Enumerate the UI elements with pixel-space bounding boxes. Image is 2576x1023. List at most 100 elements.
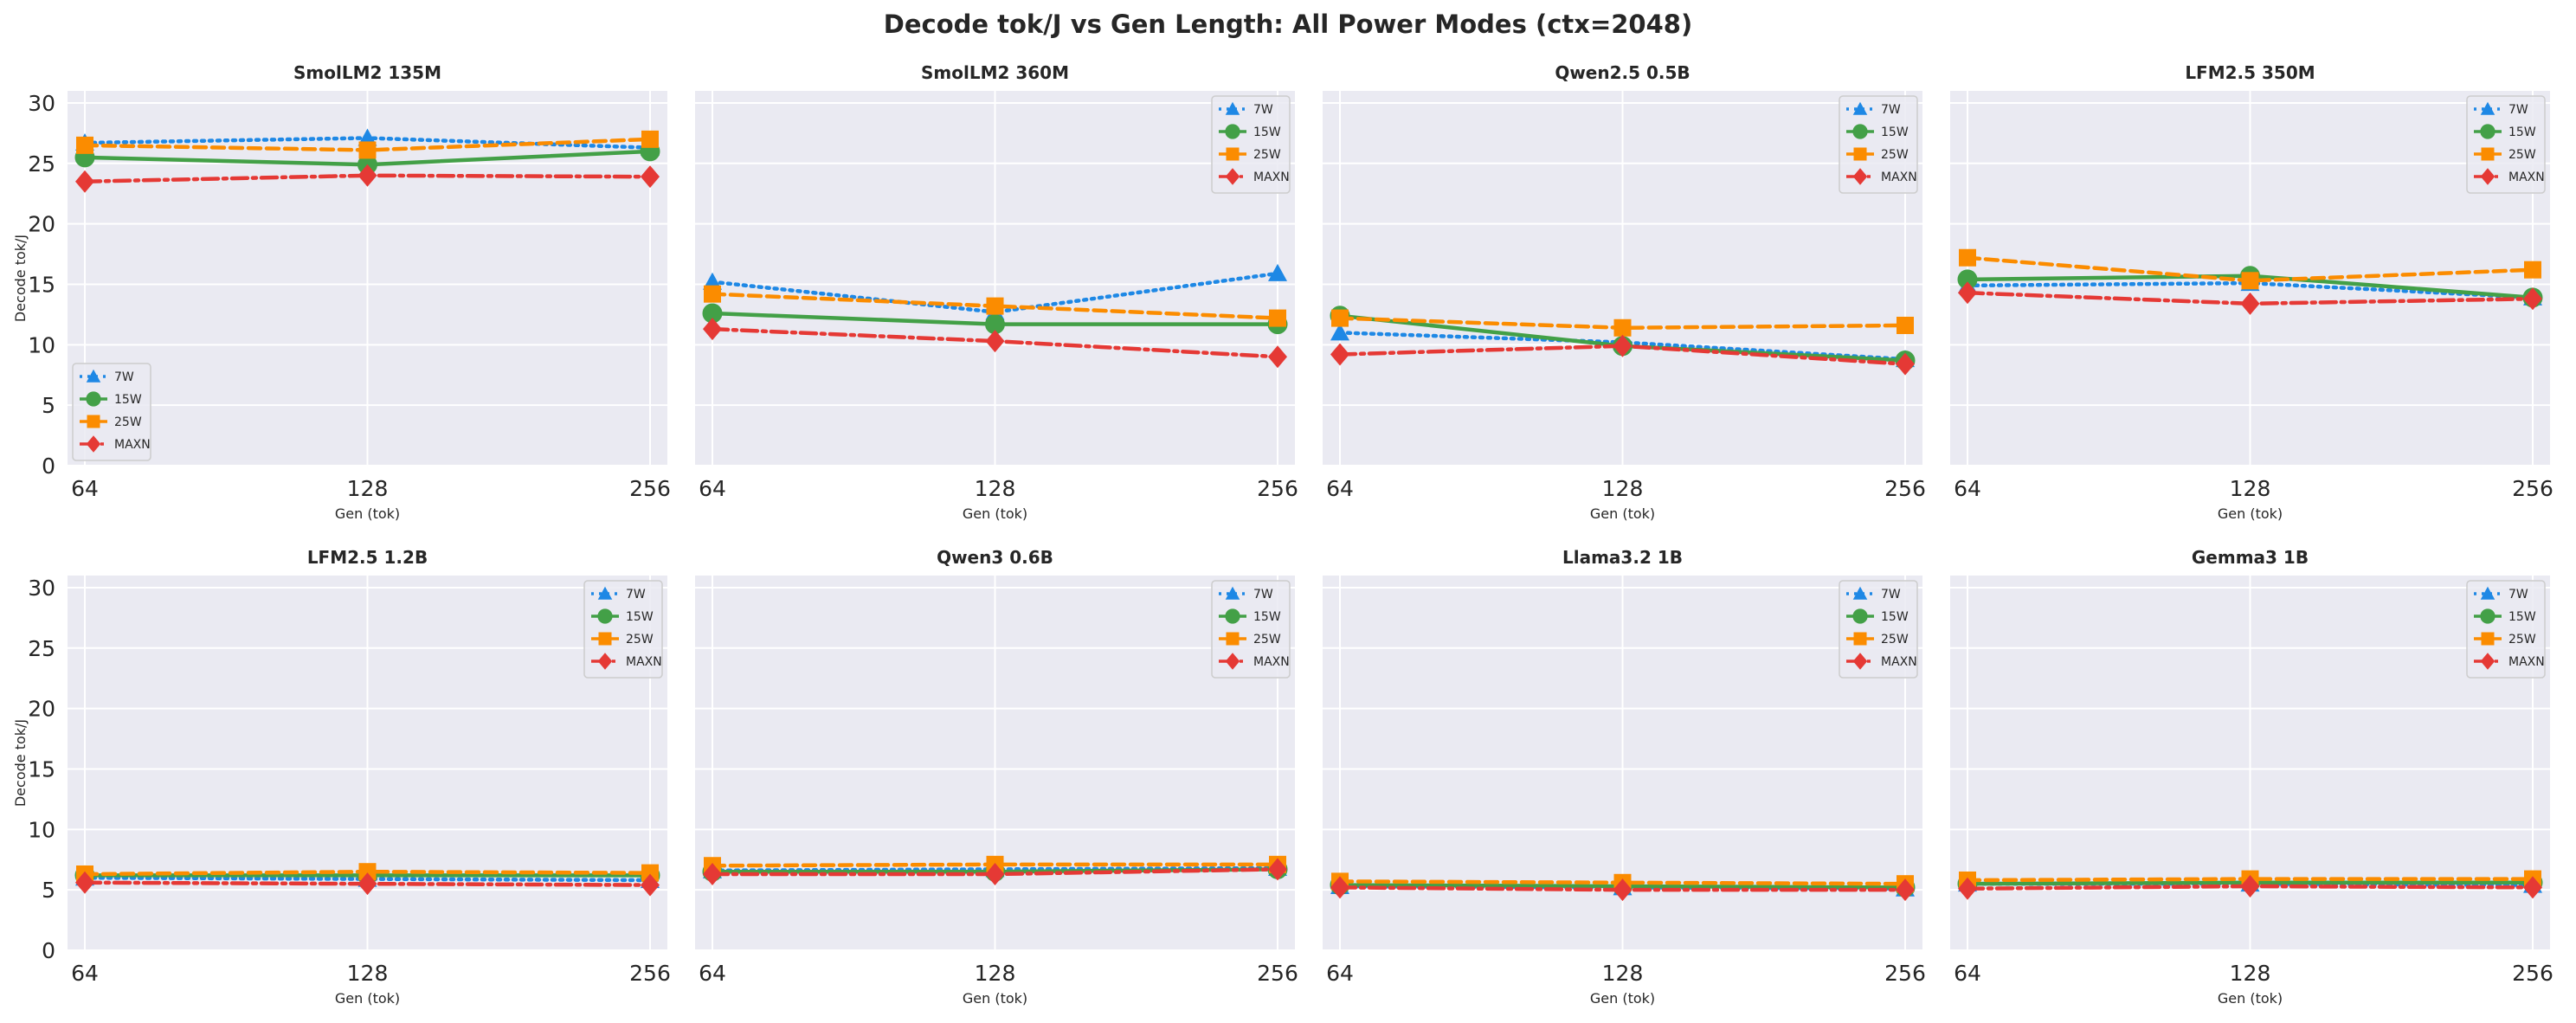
legend: 7W 15W 25W MAXN [72,363,151,461]
legend-marker [2480,608,2496,624]
legend-label: 15W [2508,610,2536,624]
legend-label: 15W [1253,610,1281,624]
legend-label: 7W [2508,588,2528,602]
data-point [1613,878,1633,902]
series-line [1965,884,2535,891]
legend-label: MAXN [1881,655,1917,669]
y-axis-label: Decode tok/J [12,235,29,322]
data-point [1613,334,1633,357]
y-tick-label: 5 [42,393,55,418]
legend-marker [86,391,101,407]
x-axis-label: Gen (tok) [335,990,400,1007]
legend-label: 25W [1253,633,1281,647]
legend-label: 7W [114,370,134,384]
legend-marker [1852,608,1868,624]
y-tick-label: 10 [28,332,55,357]
legend-label: 7W [1881,103,1901,117]
legend-box [583,580,663,679]
data-point [1268,345,1287,369]
legend-marker [1853,147,1867,161]
data-point [1269,309,1286,327]
data-point [1268,858,1287,881]
subplot-title: Llama3.2 1B [1562,547,1683,568]
data-point [2523,287,2542,311]
legend-label: MAXN [1253,655,1290,669]
y-tick-label: 25 [28,151,55,177]
data-point [704,285,721,303]
x-tick-label: 64 [1326,961,1354,986]
x-axis-label: Gen (tok) [335,505,400,522]
x-tick-label: 256 [1257,476,1298,501]
subplot-grid: 0 5 10 15 20 25 30 64 128 256 SmolLM2 135M Gen (tok… [12,62,2553,1007]
legend-marker [1226,632,1240,646]
legend-box [2466,580,2546,679]
data-point [641,873,660,897]
data-point [641,165,660,189]
x-tick-label: 256 [1257,961,1298,986]
data-point [1330,343,1349,366]
data-point [641,130,659,148]
y-tick-label: 5 [42,878,55,903]
data-point [76,136,93,154]
legend-label: 15W [2508,125,2536,139]
x-tick-label: 128 [347,961,389,986]
x-tick-label: 256 [2512,961,2553,986]
legend-marker [597,608,613,624]
legend-box [1211,95,1291,194]
legend-marker [1852,653,1868,670]
legend-marker [1225,101,1240,115]
legend-marker [1225,124,1240,139]
data-point [75,170,94,193]
legend: 7W 15W 25W MAXN [1211,95,1291,194]
x-tick-label: 128 [1602,961,1644,986]
data-point [358,863,377,881]
x-axis-label: Gen (tok) [2218,990,2283,1007]
subplot-6: 64 128 256 Qwen3 0.6B Gen (tok) 7W 15W 25W MAXN [695,547,1298,1007]
y-tick-label: 30 [28,91,55,116]
legend-marker [86,369,101,383]
subplot-title: Qwen3 0.6B [937,547,1053,568]
legend-marker [1852,124,1868,139]
x-axis-label: Gen (tok) [1590,505,1655,522]
x-axis-label: Gen (tok) [963,990,1027,1007]
subplot-title: LFM2.5 350M [2185,62,2315,83]
legend-label: 7W [1253,588,1273,602]
legend-label: MAXN [626,655,662,669]
legend-marker [1852,101,1868,115]
data-point [703,318,722,341]
subplot-4: 64 128 256 LFM2.5 350M Gen (tok) 7W 15W 25W MAXN [1950,62,2553,522]
x-tick-label: 256 [629,961,671,986]
legend-marker [87,415,100,428]
legend-marker [1225,586,1240,600]
subplot-title: LFM2.5 1.2B [307,547,428,568]
legend: 7W 15W 25W MAXN [2466,95,2546,194]
legend-marker [597,653,613,670]
series-line [82,173,653,184]
x-tick-label: 128 [975,961,1016,986]
x-tick-label: 128 [1602,476,1644,501]
y-tick-label: 20 [28,697,55,722]
figure-title: Decode tok/J vs Gen Length: All Power Mo… [884,10,1692,39]
x-tick-label: 128 [975,476,1016,501]
y-axis-label: Decode tok/J [12,719,29,807]
legend-label: MAXN [1881,170,1917,184]
legend-label: 25W [1881,633,1909,647]
subplot-2: 64 128 256 SmolLM2 360M Gen (tok) 7W 15W 25W MAX… [695,62,1298,522]
data-point [985,330,1005,353]
data-point [357,872,377,896]
legend-marker [1226,147,1240,161]
y-tick-label: 15 [28,756,55,782]
series-line [82,880,653,887]
legend: 7W 15W 25W MAXN [1839,580,1918,679]
legend-marker [2480,101,2496,115]
x-tick-label: 128 [2230,476,2271,501]
legend-label: 25W [1881,148,1909,162]
data-point [2524,261,2541,279]
y-tick-label: 0 [42,454,55,479]
x-tick-label: 256 [1884,961,1926,986]
legend-marker [2480,168,2496,185]
legend-marker [2480,653,2496,670]
legend-marker [597,586,613,600]
subplot-title: Qwen2.5 0.5B [1555,62,1690,83]
